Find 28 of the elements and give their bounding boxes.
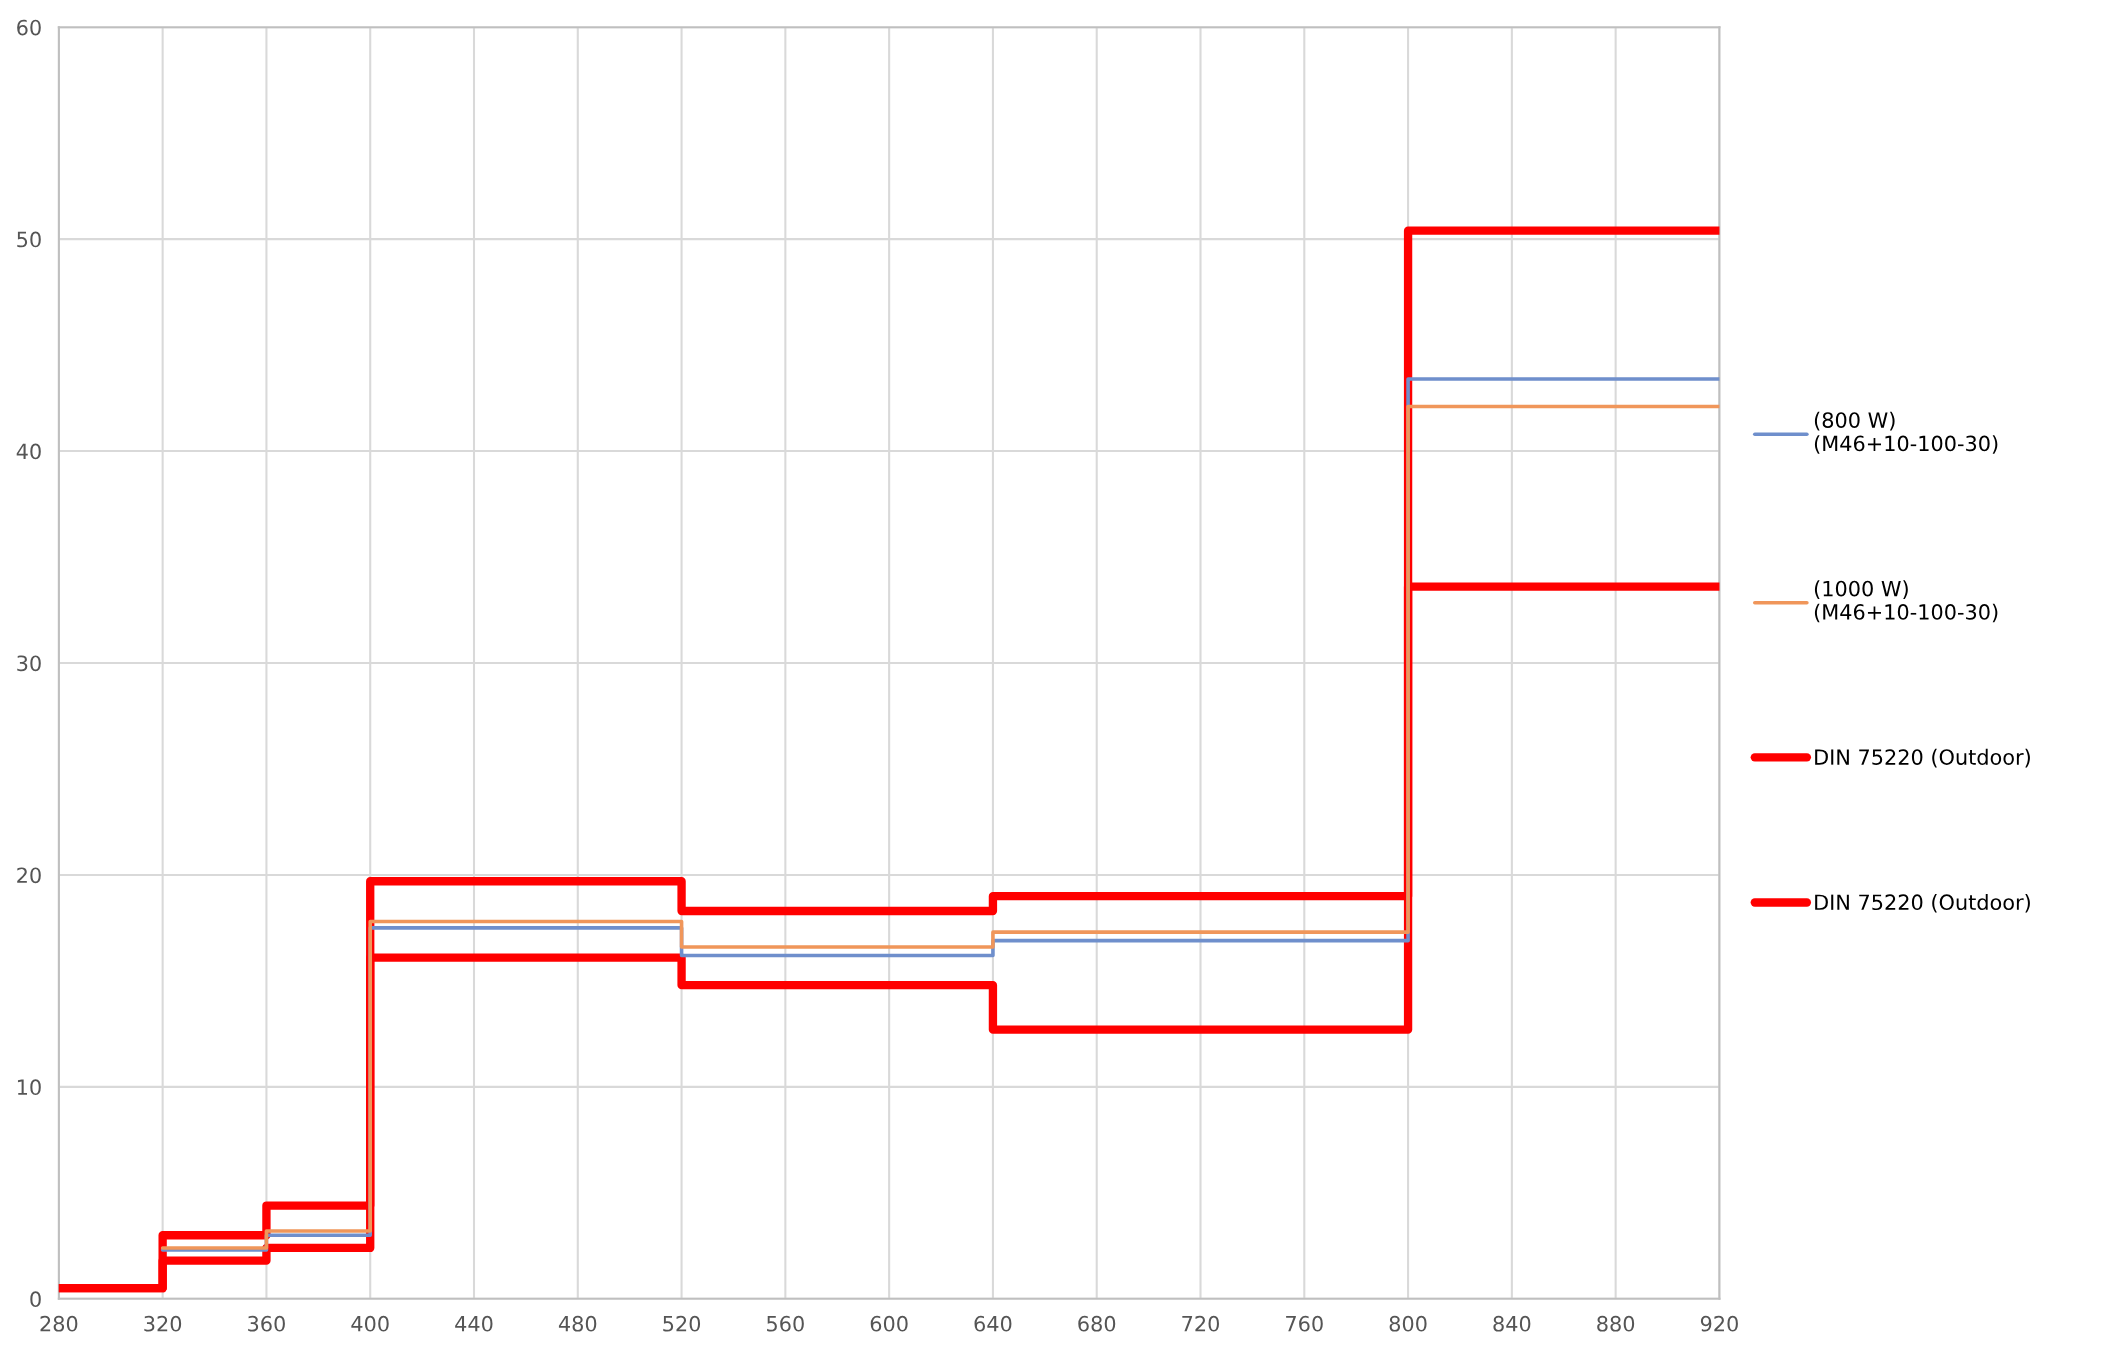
y-tick-label: 60 bbox=[17, 19, 41, 36]
y-tick-label: 30 bbox=[17, 655, 41, 672]
legend-label: (800 W) (M46+10-100-30) bbox=[1814, 411, 1998, 454]
x-tick-label: 680 bbox=[1078, 1315, 1116, 1332]
x-tick-label: 760 bbox=[1286, 1315, 1323, 1332]
y-tick-label: 0 bbox=[30, 1291, 41, 1308]
x-tick-label: 520 bbox=[663, 1315, 701, 1332]
x-tick-label: 400 bbox=[351, 1315, 389, 1332]
x-tick-label: 280 bbox=[40, 1315, 78, 1332]
y-tick-label: 40 bbox=[16, 443, 41, 460]
x-tick-label: 440 bbox=[455, 1315, 493, 1332]
x-tick-label: 800 bbox=[1389, 1315, 1427, 1332]
x-tick-label: 920 bbox=[1700, 1315, 1738, 1332]
x-tick-label: 320 bbox=[144, 1315, 182, 1332]
x-tick-label: 640 bbox=[974, 1315, 1012, 1332]
y-tick-label: 50 bbox=[17, 231, 41, 248]
y-tick-label: 10 bbox=[17, 1079, 41, 1096]
x-tick-label: 840 bbox=[1493, 1315, 1531, 1332]
x-tick-label: 560 bbox=[767, 1315, 804, 1332]
x-tick-label: 720 bbox=[1182, 1315, 1219, 1332]
x-tick-label: 360 bbox=[248, 1315, 285, 1332]
x-tick-label: 480 bbox=[558, 1315, 597, 1332]
legend-label: DIN 75220 (Outdoor) bbox=[1815, 893, 2030, 913]
y-tick-label: 20 bbox=[17, 867, 41, 884]
x-tick-label: 880 bbox=[1597, 1315, 1635, 1332]
legend-label: DIN 75220 (Outdoor) bbox=[1815, 748, 2030, 768]
legend-label: (1000 W) (M46+10-100-30) bbox=[1814, 580, 1998, 623]
x-tick-label: 600 bbox=[870, 1315, 908, 1332]
